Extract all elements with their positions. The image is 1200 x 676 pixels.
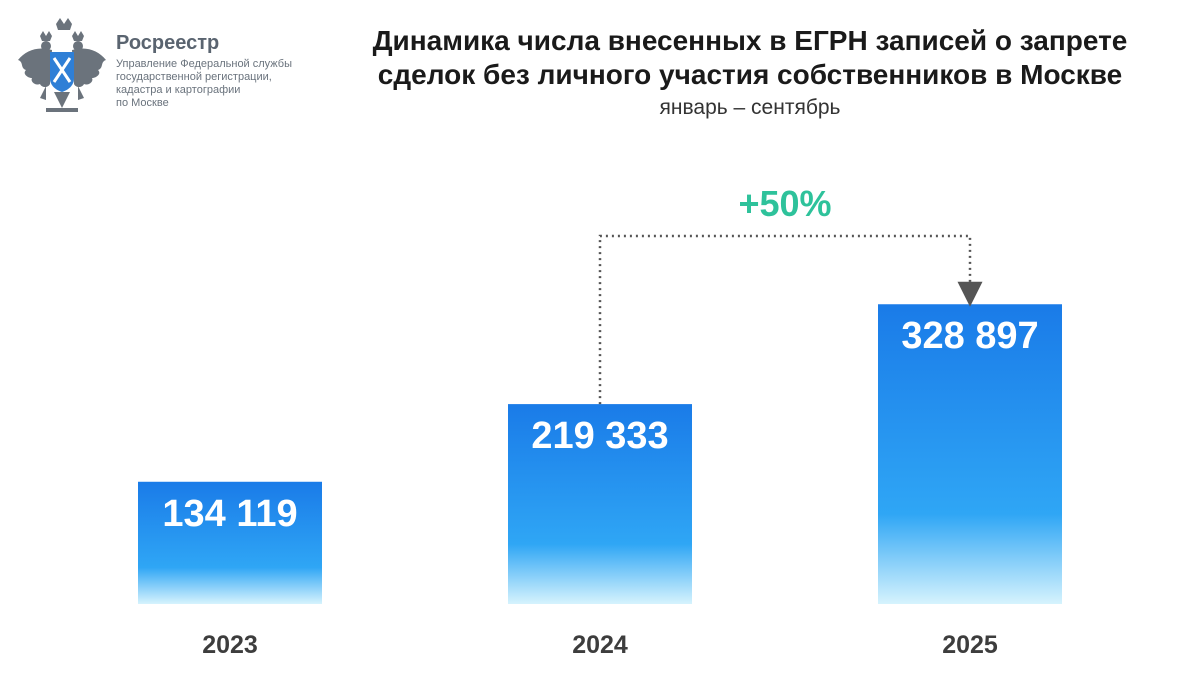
logo-subtitle-line: кадастра и картографии [116,84,241,96]
chart-title-line-2: сделок без личного участия собственников… [377,59,1123,90]
growth-arrow [598,234,983,405]
logo-subtitle-line: государственной регистрации, [116,71,272,83]
chart-title-line-1: Динамика числа внесенных в ЕГРН записей … [372,25,1128,56]
x-tick-label: 2024 [572,631,628,659]
bar-2024 [508,404,692,604]
bar-value-label: 219 333 [531,415,668,457]
rosreestr-logo: Росреестр Управление Федеральной службы … [16,16,316,116]
chart-subtitle: январь – сентябрь [659,96,841,119]
logo-subtitle: Управление Федеральной службы государств… [116,58,316,110]
chart-title: Динамика числа внесенных в ЕГРН записей … [330,24,1170,92]
logo-name: Росреестр [116,32,220,54]
bar-value-label: 134 119 [162,493,297,535]
x-tick-label: 2025 [942,631,998,659]
logo-subtitle-line: Управление Федеральной службы [116,58,292,70]
growth-percent-label: +50% [738,183,831,224]
double-headed-eagle-emblem-icon [18,18,106,112]
bars-group: 134 119 2023 219 333 2024 328 897 2025 [138,304,1062,659]
growth-annotation: +50% [598,183,983,405]
x-tick-label: 2023 [202,631,258,659]
bar-2023 [138,481,322,604]
bar-value-label: 328 897 [901,315,1038,357]
logo-subtitle-line: по Москве [116,97,169,109]
bar-2025 [878,304,1062,604]
